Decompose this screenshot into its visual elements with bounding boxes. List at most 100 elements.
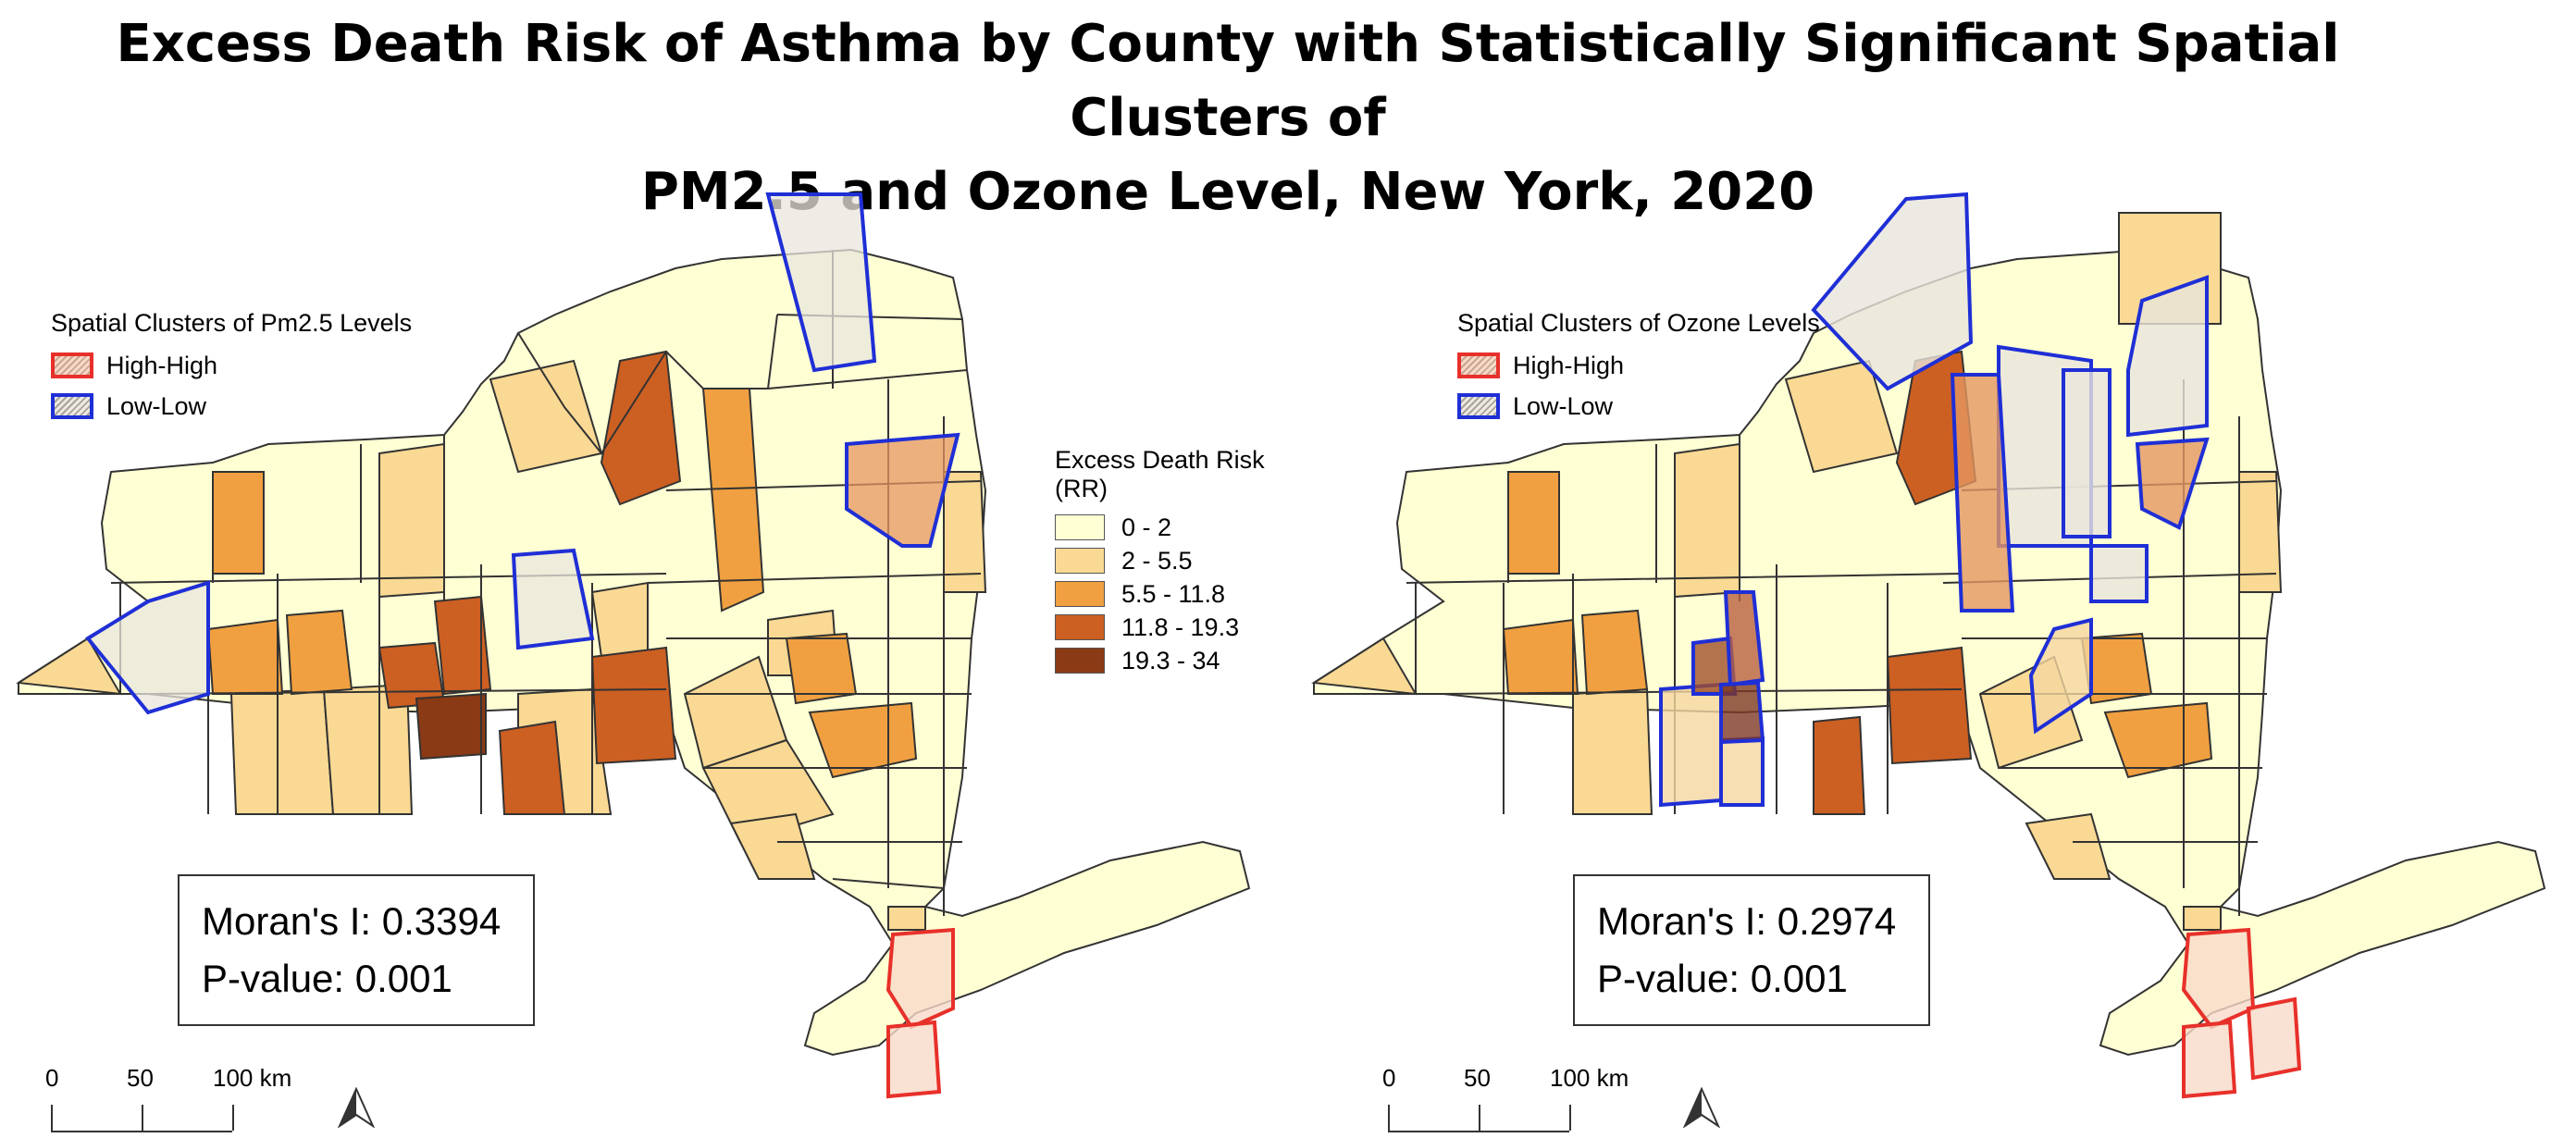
scale-tick (142, 1105, 143, 1131)
ozone-low-low-clusters (1659, 192, 2210, 808)
risk-class-label: 0 - 2 (1121, 513, 1172, 541)
morans-i-value: Moran's I: 0.3394 (202, 899, 502, 943)
cluster-legend-title: Spatial Clusters of Ozone Levels (1457, 309, 1820, 337)
risk-legend: Excess Death Risk (RR) 0 - 2 2 - 5.5 5.5… (1055, 446, 1288, 677)
legend-item-high-high: High-High (1457, 345, 1820, 386)
county-rr-19-34 (415, 692, 487, 761)
low-low-cluster (2126, 275, 2209, 438)
risk-legend-title: Excess Death Risk (RR) (1055, 446, 1265, 502)
high-high-cluster (886, 1020, 942, 1099)
high-high-label: High-High (106, 351, 218, 379)
risk-class-4: 19.3 - 34 (1055, 644, 1288, 677)
county-rr-5-11 (285, 609, 353, 696)
low-low-cluster (2089, 544, 2149, 603)
risk-class-3: 11.8 - 19.3 (1055, 611, 1288, 644)
low-low-cluster (85, 580, 210, 715)
risk-swatch (1055, 548, 1105, 574)
scale-label-100: 100 km (213, 1064, 292, 1092)
low-low-cluster (2028, 617, 2093, 735)
scale-tick (1479, 1105, 1480, 1131)
risk-class-1: 2 - 5.5 (1055, 544, 1288, 577)
low-low-cluster (2062, 368, 2112, 538)
low-low-swatch (51, 393, 93, 419)
pm25-low-low-clusters (85, 192, 960, 715)
low-low-label: Low-Low (106, 391, 207, 420)
legend-item-high-high: High-High (51, 345, 412, 386)
ozone-cluster-legend: Spatial Clusters of Ozone Levels High-Hi… (1457, 309, 1820, 427)
high-high-cluster (2246, 996, 2302, 1081)
ozone-map-panel: Spatial Clusters of Ozone Levels High-Hi… (1295, 176, 2576, 1136)
low-low-cluster (1811, 192, 1974, 391)
county-rr-2-5 (16, 637, 122, 696)
county-rr-5-11 (1507, 471, 1560, 575)
low-low-cluster (845, 432, 960, 548)
low-low-cluster (765, 192, 877, 373)
risk-class-label: 2 - 5.5 (1121, 546, 1193, 575)
county-rr-11-19 (1813, 715, 1866, 815)
scale-label-0: 0 (45, 1064, 59, 1092)
ozone-stats-box: Moran's I: 0.2974 P-value: 0.001 (1573, 874, 1930, 1026)
county-rr-2-5 (729, 812, 816, 880)
county-rr-2-5 (229, 687, 335, 815)
ozone-scale-bar: 0 50 100 km (1379, 1064, 1629, 1138)
scale-tick (232, 1105, 234, 1131)
pm25-map-panel: Spatial Clusters of Pm2.5 Levels High-Hi… (0, 176, 1288, 1136)
risk-class-2: 5.5 - 11.8 (1055, 577, 1288, 611)
high-high-swatch (1457, 353, 1500, 378)
map-title: Excess Death Risk of Asthma by County wi… (0, 7, 2576, 229)
scale-label-50: 50 (127, 1064, 154, 1092)
county-rr-5-11 (2103, 701, 2213, 779)
county-rr-2-5 (2025, 812, 2112, 880)
pm25-stats-box: Moran's I: 0.3394 P-value: 0.001 (178, 874, 535, 1026)
pm25-cluster-legend: Spatial Clusters of Pm2.5 Levels High-Hi… (51, 309, 412, 427)
north-arrow-icon (1683, 1087, 1720, 1128)
risk-class-0: 0 - 2 (1055, 511, 1288, 544)
scale-tick (1569, 1105, 1571, 1131)
scale-label-100: 100 km (1550, 1064, 1629, 1092)
county-rr-2-5 (1311, 637, 1418, 696)
low-low-cluster (1719, 680, 1765, 745)
low-low-cluster (1659, 682, 1723, 808)
risk-class-label: 11.8 - 19.3 (1121, 612, 1240, 641)
ozone-county-map (1311, 192, 2546, 1099)
high-high-swatch (51, 353, 93, 378)
title-line-1: Excess Death Risk of Asthma by County wi… (116, 14, 2340, 148)
high-high-cluster (886, 927, 955, 1030)
scale-line (1388, 1105, 1569, 1132)
county-rr-11-19 (600, 350, 682, 506)
scale-tick (51, 1105, 53, 1131)
high-high-cluster (2182, 1020, 2237, 1099)
risk-swatch (1055, 614, 1105, 640)
county-rr-5-11 (1502, 618, 1579, 695)
low-low-cluster (1950, 373, 2015, 612)
county-rr-2-5 (1784, 359, 1899, 474)
county-rr-2-5 (887, 906, 926, 931)
scale-tick (1388, 1105, 1390, 1131)
low-low-cluster (2135, 437, 2210, 530)
county-rr-2-5 (701, 738, 835, 844)
county-rr-11-19 (590, 646, 677, 765)
high-high-label: High-High (1513, 351, 1625, 379)
county-rr-11-19 (433, 595, 492, 696)
legend-item-low-low: Low-Low (1457, 386, 1820, 427)
pm25-county-fills (16, 350, 987, 931)
scale-line (51, 1105, 232, 1132)
low-low-cluster (1723, 590, 1765, 687)
scale-label-0: 0 (1382, 1064, 1396, 1092)
county-rr-5-11 (785, 632, 858, 705)
low-low-label: Low-Low (1513, 391, 1614, 420)
p-value: P-value: 0.001 (1597, 957, 1848, 1000)
pm25-high-high-clusters (886, 927, 955, 1099)
risk-swatch (1055, 514, 1105, 540)
county-rr-2-5 (2183, 906, 2222, 931)
county-rr-11-19 (1886, 646, 1973, 765)
legend-item-low-low: Low-Low (51, 386, 412, 427)
pm25-county-map (16, 192, 1251, 1099)
risk-class-label: 19.3 - 34 (1121, 646, 1220, 674)
county-rr-2-5 (1674, 442, 1740, 599)
north-arrow-icon (338, 1087, 375, 1128)
risk-class-label: 5.5 - 11.8 (1121, 579, 1226, 608)
low-low-swatch (1457, 393, 1500, 419)
county-rr-5-11 (206, 618, 284, 695)
county-rr-2-5 (378, 442, 445, 599)
